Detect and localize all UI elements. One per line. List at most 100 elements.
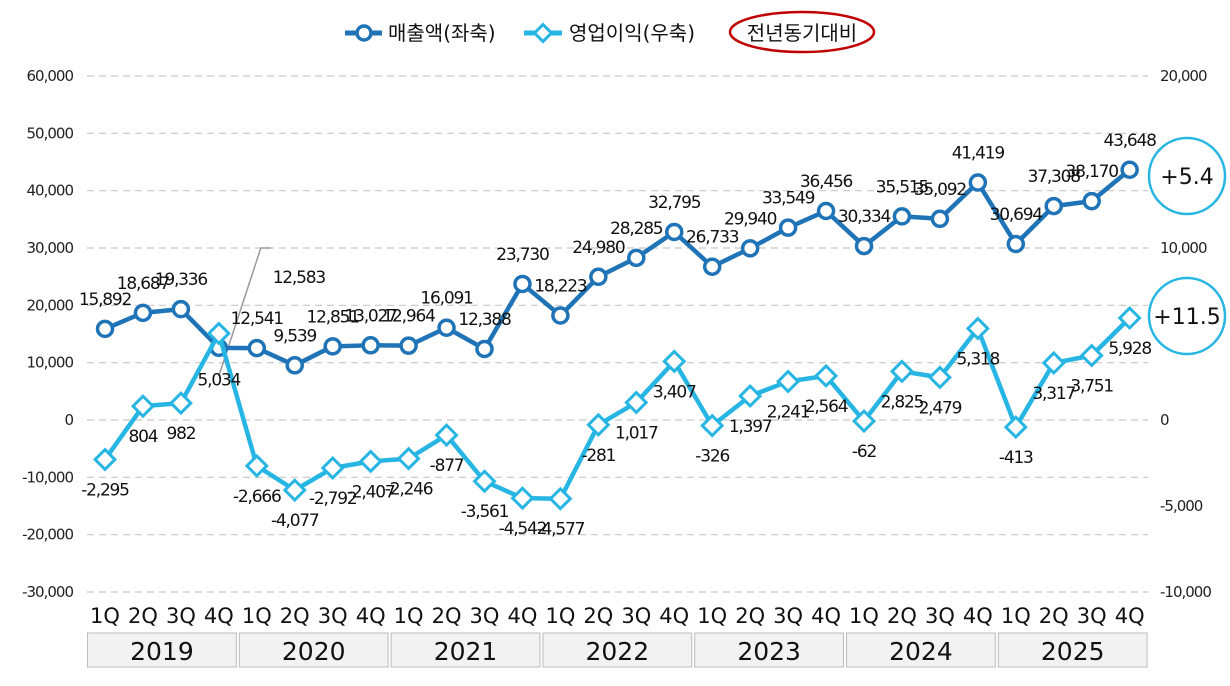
y-right-tick-label: 10,000	[1160, 239, 1207, 257]
revenue-data-label: 35,092	[914, 180, 967, 200]
quarter-label: 3Q	[773, 604, 803, 628]
revenue-point	[551, 306, 570, 325]
revenue-point	[1082, 191, 1101, 211]
op-point	[738, 383, 763, 408]
revenue-data-label: 9,539	[273, 326, 316, 346]
legend-item-yoy: 전년동기대비	[728, 10, 876, 54]
revenue-data-label: 30,694	[990, 205, 1043, 225]
x-axis: 1Q 2Q 3Q 4Q 1Q 2Q 3Q 4Q 1Q 2Q 3Q 4Q 1Q 2Q 3Q 4Q 1Q 2Q 3Q 4Q…	[87, 604, 1148, 668]
revenue-data-label: 19,336	[155, 270, 208, 290]
revenue-data-label: 37,308	[1028, 167, 1081, 187]
y-left-tick-label: 30,000	[27, 239, 74, 257]
label-leader-line	[218, 247, 271, 377]
quarter-label: 1Q	[1001, 604, 1031, 628]
revenue-point	[1120, 160, 1139, 180]
op-data-label: 2,241	[767, 402, 810, 422]
revenue-data-label: 43,648	[1104, 131, 1157, 151]
revenue-data-label: 16,091	[420, 289, 473, 309]
quarter-label: 2Q	[432, 604, 462, 628]
revenue-point	[285, 356, 304, 375]
op-data-label: -3,561	[461, 502, 509, 522]
legend-op-label: 영업이익(우축)	[569, 21, 695, 45]
op-point	[92, 447, 118, 472]
op-data-label: -326	[695, 447, 729, 467]
quarter-label: 1Q	[849, 604, 879, 628]
y-axis-ticks: 60,000 50,000 40,000 30,000 20,000 10,000 0 -10…	[22, 67, 1212, 601]
y-left-tick-label: 0	[64, 411, 73, 429]
op-point	[776, 369, 801, 394]
badge-op-text: +11.5	[1153, 305, 1220, 330]
quarter-label: 3Q	[621, 604, 651, 628]
revenue-data-label: 41,419	[952, 144, 1005, 164]
series-revenue	[95, 160, 1139, 375]
quarter-label: 4Q	[811, 604, 841, 628]
quarter-label: 4Q	[508, 604, 538, 628]
revenue-data-label: 38,170	[1066, 162, 1119, 182]
revenue-point	[247, 338, 267, 358]
op-point	[396, 446, 421, 471]
quarter-label: 2Q	[887, 604, 917, 628]
revenue-point	[513, 274, 532, 294]
quarter-label: 2Q	[1039, 604, 1069, 628]
op-point	[282, 478, 307, 503]
op-data-label: 5,318	[957, 350, 1000, 370]
year-box	[390, 632, 541, 668]
revenue-data-label: 36,456	[800, 172, 853, 192]
legend-op-marker	[532, 22, 554, 44]
year-label: 2023	[737, 637, 801, 666]
year-box	[87, 632, 237, 668]
op-point	[1079, 343, 1104, 368]
op-point	[434, 423, 459, 448]
op-point	[889, 359, 914, 384]
op-point	[586, 412, 611, 437]
revenue-point	[95, 319, 115, 339]
quarter-label: 1Q	[545, 604, 575, 628]
op-point	[472, 469, 497, 494]
revenue-data-label: 29,940	[724, 209, 777, 229]
quarter-label: 3Q	[925, 604, 955, 628]
op-data-label: -2,246	[385, 480, 433, 500]
revenue-point	[1044, 196, 1063, 216]
revenue-point	[361, 336, 380, 355]
op-point	[662, 349, 687, 374]
revenue-point	[437, 318, 456, 337]
legend-item-op: 영업이익(우축)	[524, 21, 695, 45]
badge-revenue-text: +5.4	[1160, 165, 1213, 190]
y-left-tick-label: -20,000	[22, 526, 73, 544]
legend-yoy-label: 전년동기대비	[747, 21, 857, 45]
badge-revenue-circle	[1147, 136, 1227, 216]
revenue-point	[627, 248, 646, 268]
op-point	[1041, 350, 1066, 375]
op-data-label: 5,928	[1108, 339, 1151, 359]
year-box	[846, 632, 996, 668]
year-label: 2025	[1041, 637, 1105, 666]
quarter-label: 4Q	[356, 604, 386, 628]
y-left-tick-label: -10,000	[22, 468, 73, 486]
op-point	[510, 486, 535, 511]
revenue-data-label: 12,541	[231, 309, 284, 329]
legend-revenue-marker	[355, 24, 373, 42]
revenue-data-label: 24,980	[572, 238, 625, 258]
op-data-label: -4,077	[271, 511, 319, 531]
revenue-point	[1006, 234, 1026, 254]
yoy-ellipse	[728, 10, 876, 54]
quarter-label: 1Q	[697, 604, 727, 628]
revenue-point	[133, 303, 153, 323]
y-right-tick-label: 0	[1160, 411, 1169, 429]
op-data-label: 3,407	[653, 382, 696, 402]
revenue-point	[399, 336, 418, 355]
quarter-label: 2Q	[583, 604, 613, 628]
revenue-data-label: 13,027	[345, 306, 398, 326]
quarter-label: 1Q	[90, 604, 120, 628]
y-left-tick-label: 60,000	[27, 67, 74, 85]
quarter-label: 4Q	[659, 604, 689, 628]
quarter-label: 1Q	[242, 604, 272, 628]
op-data-label: 2,479	[919, 398, 962, 418]
op-point	[851, 409, 877, 434]
grid-lines	[87, 75, 1148, 593]
revenue-point	[702, 257, 722, 276]
op-data-label: -877	[430, 456, 464, 476]
year-label: 2021	[434, 637, 498, 666]
op-data-label: 2,564	[805, 397, 848, 417]
